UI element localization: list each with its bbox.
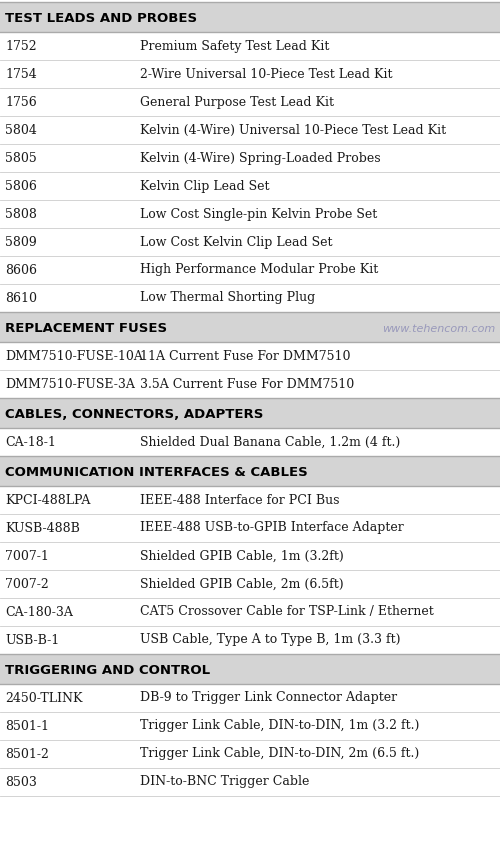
Text: USB-B-1: USB-B-1 — [5, 633, 60, 647]
Text: TRIGGERING AND CONTROL: TRIGGERING AND CONTROL — [5, 664, 210, 677]
Text: www.tehencom.com: www.tehencom.com — [382, 324, 495, 333]
Text: 11A Current Fuse For DMM7510: 11A Current Fuse For DMM7510 — [140, 349, 350, 362]
Text: Low Cost Kelvin Clip Lead Set: Low Cost Kelvin Clip Lead Set — [140, 235, 332, 248]
Text: 5806: 5806 — [5, 179, 37, 192]
Text: 5804: 5804 — [5, 123, 37, 137]
Text: DB-9 to Trigger Link Connector Adapter: DB-9 to Trigger Link Connector Adapter — [140, 692, 397, 705]
Text: KPCI-488LPA: KPCI-488LPA — [5, 494, 90, 507]
Text: DMM7510-FUSE-3A: DMM7510-FUSE-3A — [5, 377, 135, 390]
Text: Trigger Link Cable, DIN-to-DIN, 1m (3.2 ft.): Trigger Link Cable, DIN-to-DIN, 1m (3.2 … — [140, 719, 419, 733]
Text: TEST LEADS AND PROBES: TEST LEADS AND PROBES — [5, 12, 197, 25]
Text: Shielded GPIB Cable, 1m (3.2ft): Shielded GPIB Cable, 1m (3.2ft) — [140, 549, 344, 563]
Text: High Performance Modular Probe Kit: High Performance Modular Probe Kit — [140, 264, 378, 276]
Text: Low Thermal Shorting Plug: Low Thermal Shorting Plug — [140, 292, 316, 304]
Text: 8501-2: 8501-2 — [5, 747, 49, 761]
Bar — [0, 654, 500, 684]
Text: KUSB-488B: KUSB-488B — [5, 522, 80, 535]
Text: 8610: 8610 — [5, 292, 37, 304]
Text: COMMUNICATION INTERFACES & CABLES: COMMUNICATION INTERFACES & CABLES — [5, 466, 308, 479]
Text: IEEE-488 Interface for PCI Bus: IEEE-488 Interface for PCI Bus — [140, 494, 340, 507]
Bar — [0, 398, 500, 428]
Bar — [0, 312, 500, 342]
Text: REPLACEMENT FUSES: REPLACEMENT FUSES — [5, 322, 167, 335]
Text: DMM7510-FUSE-10A: DMM7510-FUSE-10A — [5, 349, 143, 362]
Text: Premium Safety Test Lead Kit: Premium Safety Test Lead Kit — [140, 39, 330, 53]
Text: IEEE-488 USB-to-GPIB Interface Adapter: IEEE-488 USB-to-GPIB Interface Adapter — [140, 522, 404, 535]
Text: DIN-to-BNC Trigger Cable: DIN-to-BNC Trigger Cable — [140, 775, 310, 789]
Text: Shielded Dual Banana Cable, 1.2m (4 ft.): Shielded Dual Banana Cable, 1.2m (4 ft.) — [140, 435, 400, 449]
Text: CAT5 Crossover Cable for TSP-Link / Ethernet: CAT5 Crossover Cable for TSP-Link / Ethe… — [140, 605, 434, 619]
Text: 7007-2: 7007-2 — [5, 577, 49, 591]
Text: CA-180-3A: CA-180-3A — [5, 605, 73, 619]
Text: Kelvin (4-Wire) Spring-Loaded Probes: Kelvin (4-Wire) Spring-Loaded Probes — [140, 151, 380, 165]
Text: CA-18-1: CA-18-1 — [5, 435, 56, 449]
Text: 2-Wire Universal 10-Piece Test Lead Kit: 2-Wire Universal 10-Piece Test Lead Kit — [140, 67, 392, 81]
Text: 7007-1: 7007-1 — [5, 549, 49, 563]
Text: Low Cost Single-pin Kelvin Probe Set: Low Cost Single-pin Kelvin Probe Set — [140, 207, 378, 220]
Bar — [0, 2, 500, 32]
Text: 8606: 8606 — [5, 264, 37, 276]
Text: General Purpose Test Lead Kit: General Purpose Test Lead Kit — [140, 95, 334, 109]
Text: CABLES, CONNECTORS, ADAPTERS: CABLES, CONNECTORS, ADAPTERS — [5, 408, 264, 421]
Text: Kelvin Clip Lead Set: Kelvin Clip Lead Set — [140, 179, 270, 192]
Bar — [0, 456, 500, 486]
Text: Kelvin (4-Wire) Universal 10-Piece Test Lead Kit: Kelvin (4-Wire) Universal 10-Piece Test … — [140, 123, 446, 137]
Text: 1752: 1752 — [5, 39, 36, 53]
Text: Shielded GPIB Cable, 2m (6.5ft): Shielded GPIB Cable, 2m (6.5ft) — [140, 577, 344, 591]
Text: Trigger Link Cable, DIN-to-DIN, 2m (6.5 ft.): Trigger Link Cable, DIN-to-DIN, 2m (6.5 … — [140, 747, 419, 761]
Text: 5808: 5808 — [5, 207, 37, 220]
Text: 1754: 1754 — [5, 67, 37, 81]
Text: 1756: 1756 — [5, 95, 37, 109]
Text: 2450-TLINK: 2450-TLINK — [5, 692, 82, 705]
Text: USB Cable, Type A to Type B, 1m (3.3 ft): USB Cable, Type A to Type B, 1m (3.3 ft) — [140, 633, 400, 647]
Text: 8501-1: 8501-1 — [5, 719, 49, 733]
Text: 3.5A Current Fuse For DMM7510: 3.5A Current Fuse For DMM7510 — [140, 377, 354, 390]
Text: 5805: 5805 — [5, 151, 37, 165]
Text: 5809: 5809 — [5, 235, 37, 248]
Text: 8503: 8503 — [5, 775, 37, 789]
